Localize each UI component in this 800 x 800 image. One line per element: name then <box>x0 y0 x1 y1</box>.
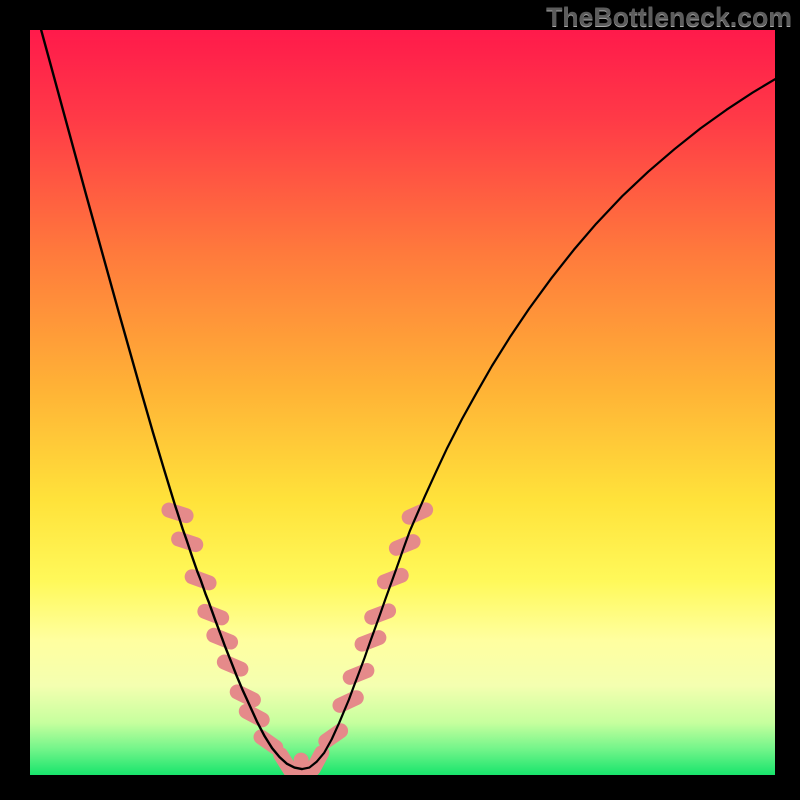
plot-area <box>30 30 775 775</box>
watermark-text: TheBottleneck.com <box>546 2 792 33</box>
plot-svg <box>30 30 775 775</box>
chart-frame: TheBottleneck.com <box>0 0 800 800</box>
plot-background <box>30 30 775 775</box>
